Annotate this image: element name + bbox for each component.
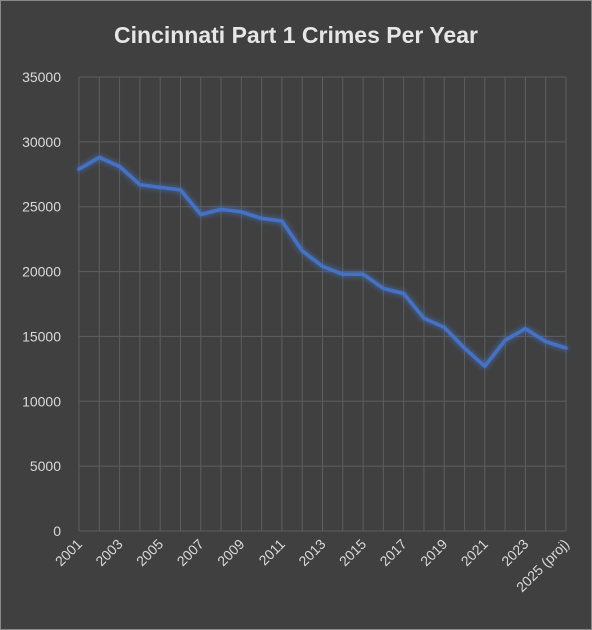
x-tick-label: 2017 xyxy=(376,536,409,569)
series-group xyxy=(77,155,568,369)
data-point xyxy=(158,185,162,189)
x-axis-ticks: 2001 2003 2005 2007 2009 2011 2013 2015 2017 2019… xyxy=(52,536,572,595)
y-tick-label: 15000 xyxy=(22,328,61,344)
x-tick-label: 2005 xyxy=(133,536,166,569)
data-point xyxy=(117,164,122,169)
y-tick-label: 35000 xyxy=(22,69,61,85)
x-tick-label: 2019 xyxy=(417,536,450,569)
data-point xyxy=(523,327,528,331)
data-point xyxy=(97,155,101,160)
x-tick-label: 2001 xyxy=(52,536,85,569)
data-point xyxy=(77,167,81,171)
y-tick-label: 30000 xyxy=(22,134,61,150)
x-tick-label: 2013 xyxy=(295,536,328,569)
chart-title: Cincinnati Part 1 Crimes Per Year xyxy=(114,22,478,48)
y-tick-label: 20000 xyxy=(22,264,61,280)
x-tick-label: 2023 xyxy=(498,536,531,569)
x-tick-label: 2011 xyxy=(255,536,288,569)
data-point xyxy=(462,346,467,350)
x-tick-label: 2021 xyxy=(458,536,491,569)
y-tick-label: 10000 xyxy=(22,393,61,409)
data-point xyxy=(544,340,548,344)
data-point xyxy=(422,316,426,320)
y-axis-ticks: 0 5000 10000 15000 20000 25000 30000 35000 xyxy=(22,69,61,539)
y-tick-label: 5000 xyxy=(30,458,61,474)
data-point xyxy=(219,207,223,211)
gridlines xyxy=(78,76,567,532)
x-tick-label: 2003 xyxy=(92,536,125,569)
x-tick-label: 2015 xyxy=(336,536,369,569)
data-point xyxy=(199,212,203,217)
y-tick-label: 0 xyxy=(53,523,61,539)
x-tick-label: 2009 xyxy=(214,536,247,569)
x-tick-label: 2007 xyxy=(174,536,207,569)
data-point xyxy=(381,286,385,291)
data-point xyxy=(503,338,507,342)
data-point xyxy=(341,272,345,276)
data-point xyxy=(483,364,487,368)
data-point xyxy=(138,183,142,187)
data-point xyxy=(260,216,264,220)
data-point xyxy=(361,272,365,276)
data-point xyxy=(178,188,183,192)
data-point xyxy=(239,210,243,214)
data-point xyxy=(320,264,325,268)
data-point xyxy=(442,325,446,329)
data-point xyxy=(280,219,284,223)
y-tick-label: 25000 xyxy=(22,199,61,215)
data-point xyxy=(564,346,568,350)
data-point xyxy=(300,249,304,253)
data-point xyxy=(402,292,406,296)
